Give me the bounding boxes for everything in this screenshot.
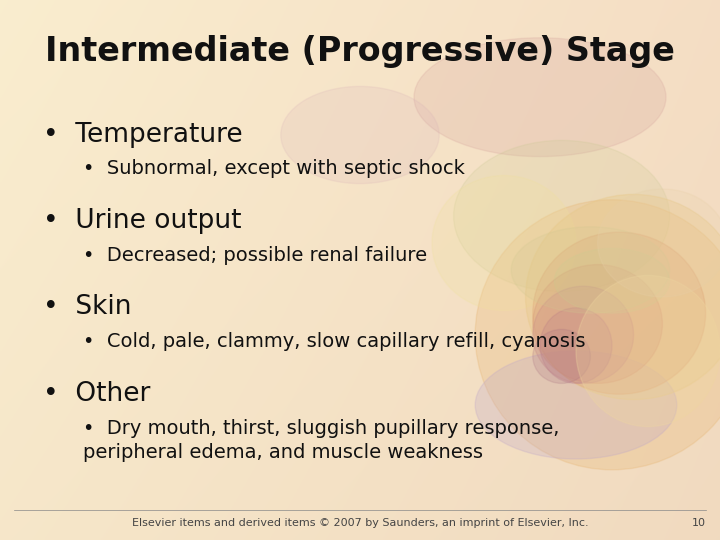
Ellipse shape: [576, 275, 720, 427]
Text: Elsevier items and derived items © 2007 by Saunders, an imprint of Elsevier, Inc: Elsevier items and derived items © 2007 …: [132, 518, 588, 529]
Text: 10: 10: [692, 518, 706, 529]
Text: •  Other: • Other: [43, 381, 150, 407]
Text: •  Skin: • Skin: [43, 294, 132, 320]
Ellipse shape: [454, 140, 670, 292]
Ellipse shape: [281, 86, 439, 184]
Ellipse shape: [475, 351, 677, 459]
Ellipse shape: [540, 308, 612, 383]
Ellipse shape: [554, 248, 670, 313]
Text: •  Temperature: • Temperature: [43, 122, 243, 147]
Text: •  Dry mouth, thirst, sluggish pupillary response,
peripheral edema, and muscle : • Dry mouth, thirst, sluggish pupillary …: [83, 418, 559, 462]
Text: •  Cold, pale, clammy, slow capillary refill, cyanosis: • Cold, pale, clammy, slow capillary ref…: [83, 332, 585, 351]
Ellipse shape: [526, 194, 720, 400]
Text: Intermediate (Progressive) Stage: Intermediate (Progressive) Stage: [45, 35, 675, 68]
Text: •  Decreased; possible renal failure: • Decreased; possible renal failure: [83, 246, 427, 265]
Ellipse shape: [533, 329, 590, 383]
Ellipse shape: [533, 286, 634, 383]
Text: •  Urine output: • Urine output: [43, 208, 242, 234]
Ellipse shape: [414, 38, 666, 157]
Text: •  Subnormal, except with septic shock: • Subnormal, except with septic shock: [83, 159, 464, 178]
Ellipse shape: [432, 176, 576, 310]
Ellipse shape: [598, 189, 720, 297]
Ellipse shape: [511, 227, 670, 313]
Ellipse shape: [533, 232, 706, 394]
Ellipse shape: [533, 265, 662, 383]
Ellipse shape: [475, 200, 720, 470]
